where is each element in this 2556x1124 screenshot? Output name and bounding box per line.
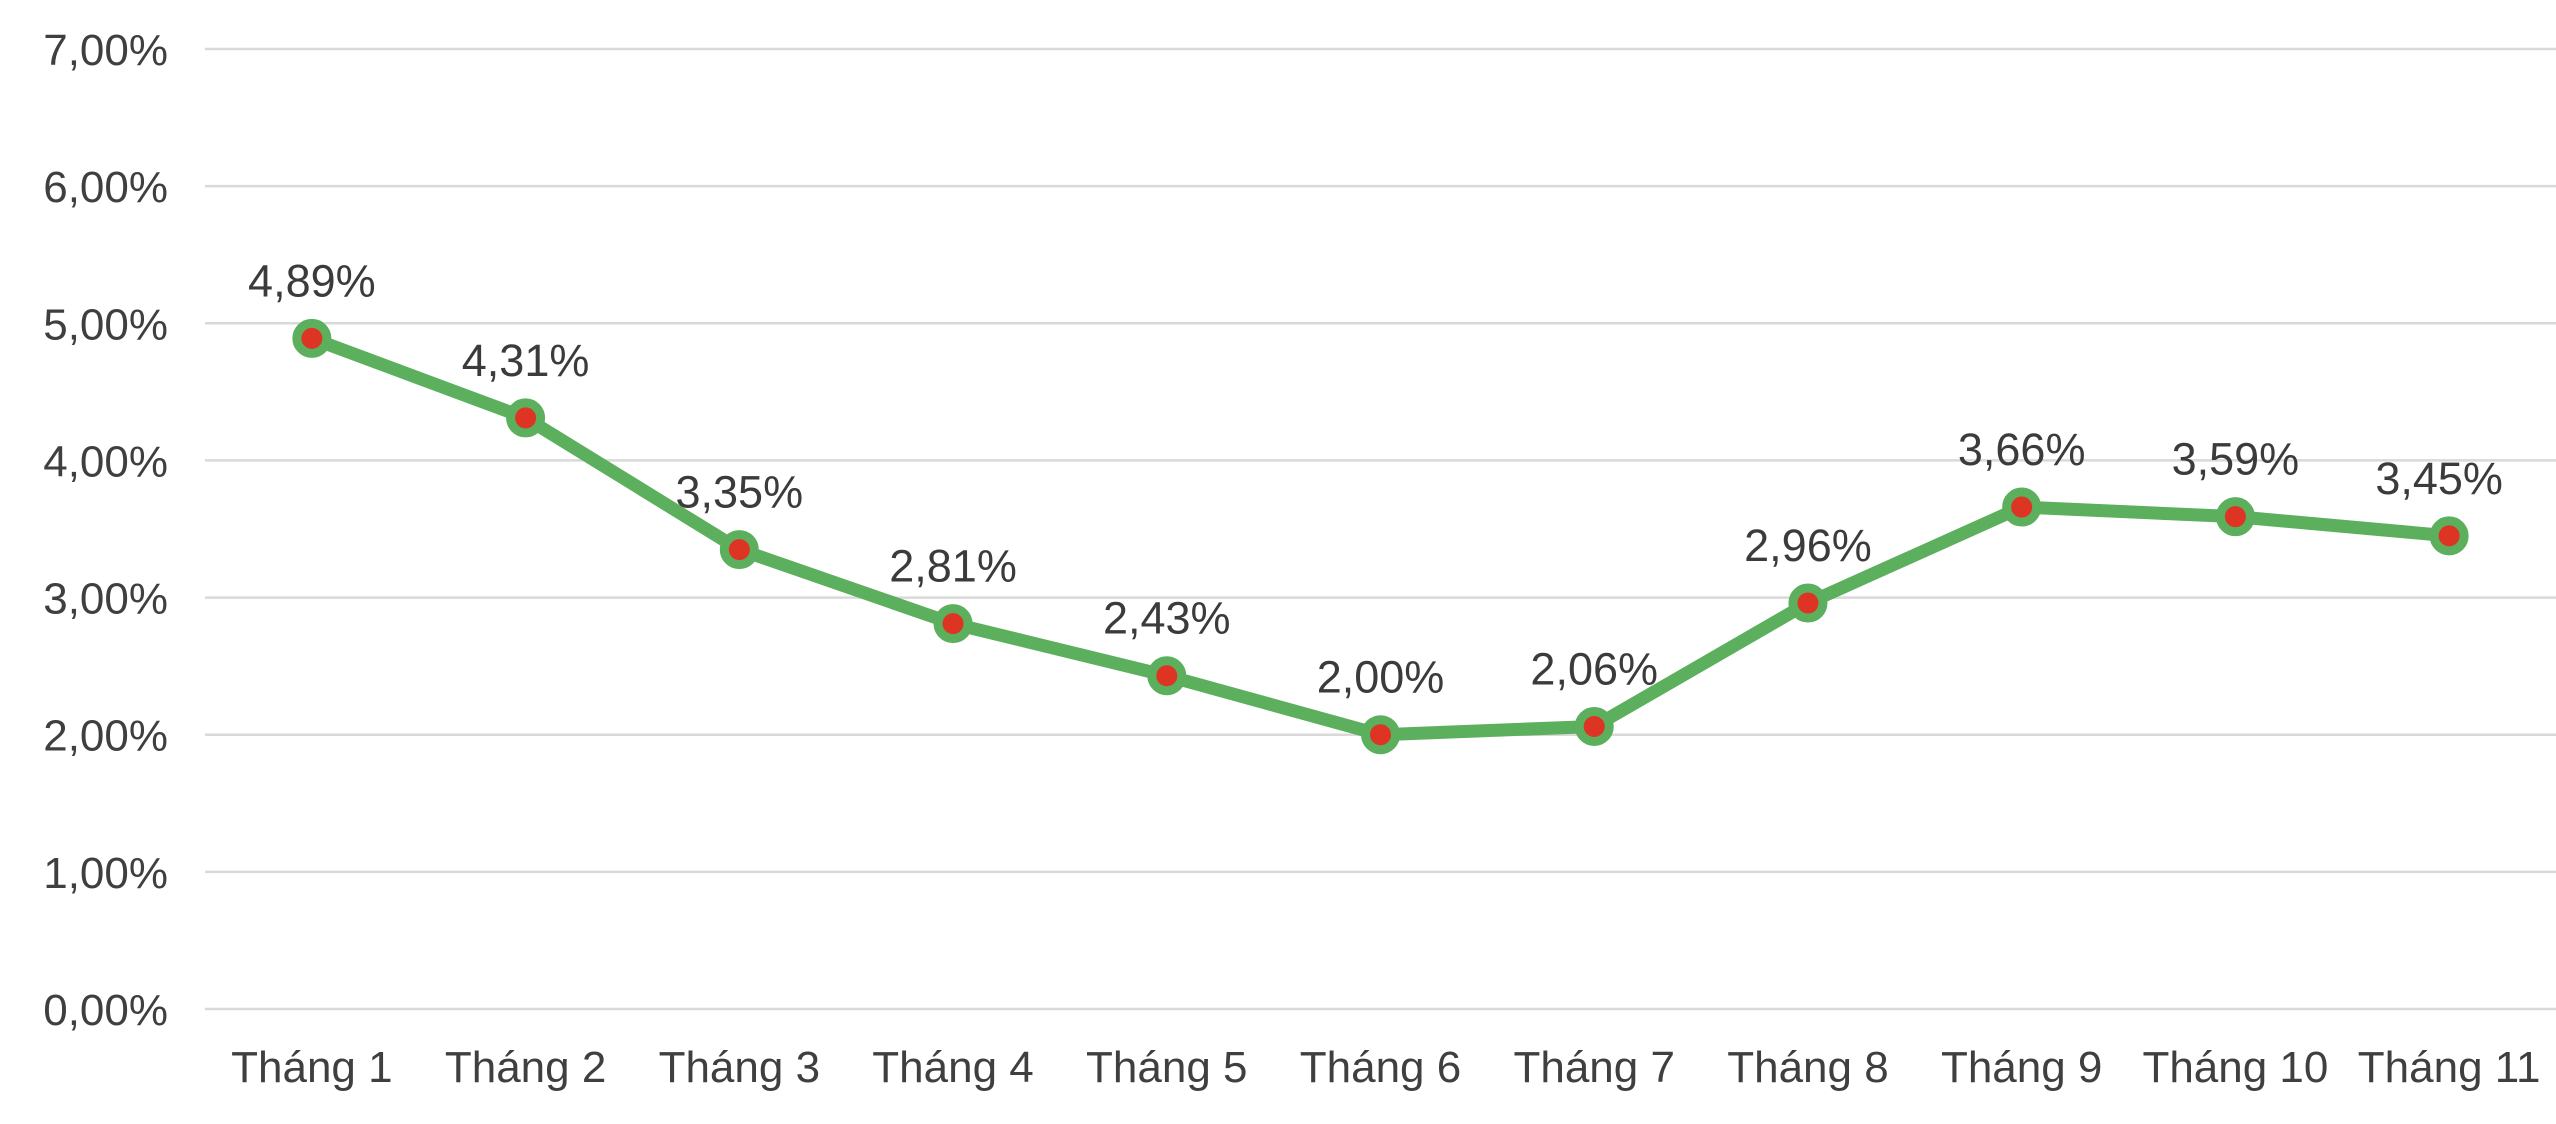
data-point-label: 3,35% [676, 467, 804, 518]
data-point-label: 2,43% [1103, 593, 1231, 644]
y-axis-tick-label: 7,00% [43, 26, 168, 75]
x-axis-category-label: Tháng 9 [1941, 1043, 2102, 1092]
x-axis-category-label: Tháng 7 [1513, 1043, 1674, 1092]
data-point-labels: 4,89% 4,31% 3,35% 2,81% 2,43% 2,00% 2,06% 2,96%… [248, 255, 2503, 702]
x-axis-category-label: Tháng 1 [231, 1043, 392, 1092]
x-axis-category-label: Tháng 6 [1300, 1043, 1461, 1092]
data-point-marker [719, 530, 759, 570]
data-point-label: 4,89% [248, 255, 376, 306]
data-point-label: 3,59% [2172, 434, 2300, 485]
data-point-label: 2,81% [889, 541, 1017, 592]
data-point-marker [2215, 497, 2255, 537]
y-axis-tick-labels: 0,00% 1,00% 2,00% 3,00% 4,00% 5,00% 6,00% 7,00% [43, 26, 168, 1035]
data-point-marker [292, 318, 332, 358]
data-point-label: 2,00% [1317, 652, 1445, 703]
data-point-marker [1788, 583, 1828, 623]
data-point-marker [1361, 715, 1400, 755]
data-point-label: 3,45% [2375, 453, 2503, 504]
x-axis-category-label: Tháng 10 [2142, 1043, 2328, 1092]
y-gridlines [205, 47, 2556, 1011]
x-axis-category-label: Tháng 2 [445, 1043, 606, 1092]
x-axis-category-label: Tháng 3 [659, 1043, 820, 1092]
y-axis-tick-label: 2,00% [43, 712, 168, 761]
y-axis-tick-label: 6,00% [43, 163, 168, 212]
y-axis-tick-label: 1,00% [43, 849, 168, 898]
data-point-marker [2002, 487, 2042, 527]
data-point-label: 2,96% [1744, 520, 1872, 571]
x-axis-category-label: Tháng 8 [1727, 1043, 1888, 1092]
y-axis-tick-label: 4,00% [43, 437, 168, 486]
data-point-marker [1574, 706, 1614, 746]
data-point-marker [2429, 516, 2469, 556]
data-point-label: 2,06% [1530, 643, 1658, 694]
data-point-label: 4,31% [462, 335, 590, 386]
y-axis-tick-label: 5,00% [43, 300, 168, 349]
y-axis-tick-label: 3,00% [43, 575, 168, 624]
x-axis-category-label: Tháng 5 [1086, 1043, 1247, 1092]
data-point-marker [933, 604, 973, 644]
x-axis-category-labels: Tháng 1 Tháng 2 Tháng 3 Tháng 4 Tháng 5 Tháng… [231, 1043, 2540, 1092]
data-point-marker [506, 398, 546, 438]
y-axis-tick-label: 0,00% [43, 986, 168, 1035]
x-axis-category-label: Tháng 4 [872, 1043, 1033, 1092]
data-point-markers [292, 318, 2469, 755]
data-point-label: 3,66% [1958, 424, 2086, 475]
data-point-marker [1147, 656, 1187, 696]
x-axis-category-label: Tháng 11 [2358, 1043, 2541, 1092]
